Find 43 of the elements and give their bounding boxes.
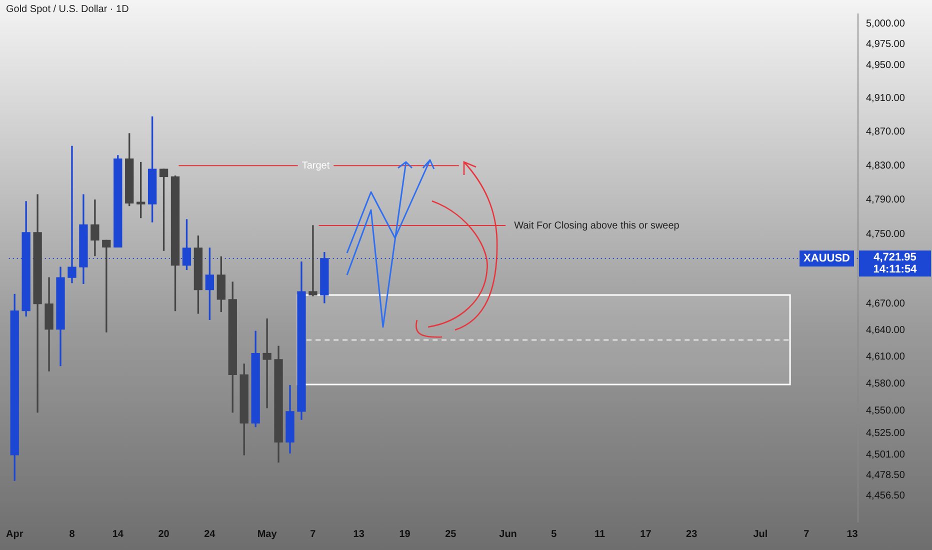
y-tick-label: 4,501.00 [866,450,906,461]
y-tick-label: 5,000.00 [866,18,906,30]
x-tick-label: 13 [353,528,365,540]
x-tick-label: 14 [112,528,124,540]
y-tick-label: 4,525.00 [866,428,906,439]
y-tick-label: 4,550.00 [866,405,906,416]
ref-line-label: 4,721.95 [874,251,916,264]
x-tick-label: 23 [686,528,698,540]
ref-line-label: Target [302,160,330,172]
text: 14:11:54 [873,263,918,276]
y-tick-label: 4,750.00 [866,228,906,240]
y-tick-label: 4,580.00 [866,378,906,390]
y-tick-label: 4,640.00 [866,324,906,336]
x-tick-label: 20 [158,528,170,540]
x-tick-label: 7 [310,528,316,540]
x-tick-label: Apr [6,528,24,540]
chart-title: Gold Spot / U.S. Dollar · 1D [6,4,129,15]
y-tick-label: 4,910.00 [866,93,906,104]
ref-line-label: Wait For Closing above this or sweep [514,220,680,232]
x-tick-label: 7 [804,528,810,540]
x-tick-label: 5 [551,528,558,540]
y-tick-label: 4,870.00 [866,126,906,138]
y-tick-label: 4,456.50 [866,490,906,502]
x-tick-label: 17 [640,528,652,540]
y-tick-label: 4,670.00 [866,298,906,310]
y-tick-label: 4,950.00 [866,60,906,71]
y-tick-label: 4,790.00 [866,194,906,206]
x-tick-label: Jul [753,528,768,540]
x-tick-label: 13 [846,528,858,540]
annotation: XAUUSD [804,252,850,264]
x-tick-label: Jun [499,528,517,540]
y-tick-label: 4,830.00 [866,160,906,172]
x-tick-label: May [257,528,278,540]
x-tick-label: 8 [69,528,76,540]
candlestick [308,225,318,296]
y-tick-label: 4,610.00 [866,352,906,363]
candlestick [262,318,272,408]
x-tick-label: 24 [204,528,216,540]
y-tick-label: 4,478.50 [866,470,906,482]
y-tick-label: 4,975.00 [866,39,906,50]
x-tick-label: 25 [445,528,457,540]
x-tick-label: 11 [594,528,606,540]
x-tick-label: 19 [399,528,411,540]
